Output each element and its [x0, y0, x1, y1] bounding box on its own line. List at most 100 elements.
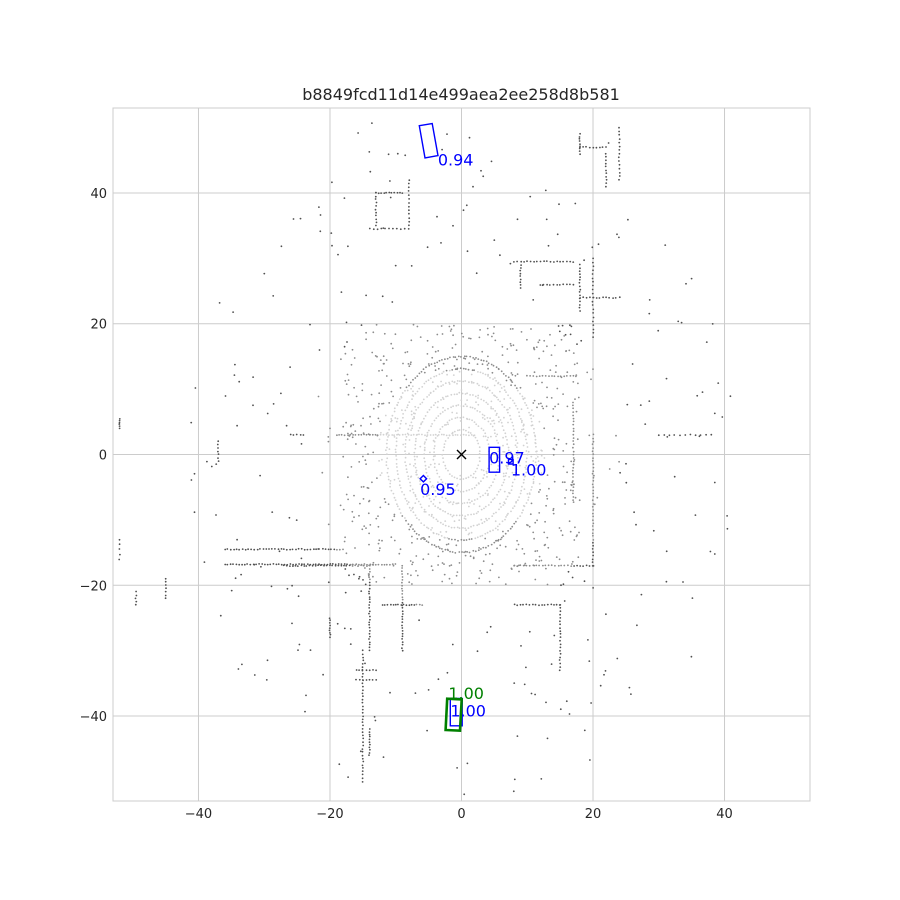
lidar-point: [466, 551, 469, 553]
lidar-point: [533, 399, 536, 402]
lidar-point: [680, 321, 683, 324]
lidar-point: [401, 590, 404, 592]
lidar-point: [522, 397, 525, 400]
lidar-point: [241, 548, 244, 550]
lidar-point: [502, 504, 505, 506]
lidar-point: [507, 449, 510, 452]
lidar-point: [275, 563, 278, 566]
lidar-point: [401, 581, 403, 584]
lidar-point: [448, 577, 451, 580]
lidar-point: [453, 520, 456, 523]
lidar-point: [414, 692, 417, 694]
lidar-point: [534, 438, 537, 441]
lidar-point: [495, 435, 497, 438]
lidar-point: [480, 508, 483, 511]
lidar-point: [503, 490, 506, 493]
lidar-point: [438, 463, 440, 466]
lidar-point: [300, 547, 303, 550]
lidar-point: [418, 619, 420, 622]
lidar-point: [592, 296, 594, 299]
lidar-point: [314, 564, 317, 567]
lidar-point: [462, 478, 465, 480]
lidar-point: [423, 382, 426, 385]
lidar-point: [412, 378, 414, 381]
lidar-point: [536, 406, 538, 409]
lidar-point: [502, 535, 505, 537]
lidar-point: [454, 343, 457, 346]
detection-boxes: [418, 122, 514, 733]
lidar-point: [388, 434, 390, 436]
lidar-point: [401, 641, 404, 643]
lidar-point: [395, 455, 397, 457]
lidar-point: [441, 148, 443, 151]
lidar-point: [538, 491, 540, 493]
lidar-point: [592, 551, 594, 554]
lidar-point: [457, 355, 460, 358]
lidar-point: [472, 394, 474, 396]
lidar-point: [546, 386, 548, 389]
lidar-point: [455, 412, 458, 414]
lidar-point: [448, 369, 451, 372]
lidar-point: [492, 332, 495, 335]
lidar-point: [572, 352, 575, 354]
lidar-point: [530, 502, 533, 505]
lidar-point: [463, 502, 466, 504]
lidar-point: [497, 416, 500, 419]
lidar-point: [365, 433, 368, 436]
lidar-point: [455, 544, 458, 547]
lidar-point: [404, 453, 407, 456]
lidar-point: [519, 275, 522, 277]
lidar-point: [361, 682, 364, 685]
lidar-point: [327, 581, 330, 584]
lidar-point: [368, 733, 371, 736]
lidar-point: [404, 461, 406, 463]
lidar-point: [605, 613, 607, 616]
lidar-point: [492, 378, 494, 380]
lidar-point: [362, 564, 365, 567]
lidar-point: [455, 574, 458, 577]
lidar-point: [355, 395, 358, 398]
lidar-point: [472, 472, 475, 475]
lidar-point: [447, 512, 449, 515]
lidar-point: [500, 506, 502, 508]
lidar-point: [673, 434, 676, 436]
lidar-point: [420, 506, 423, 509]
lidar-point: [494, 339, 497, 342]
lidar-point: [411, 385, 414, 388]
lidar-point: [574, 496, 577, 499]
lidar-point: [534, 550, 537, 553]
lidar-point: [519, 278, 522, 281]
lidar-point: [391, 519, 394, 522]
lidar-point: [416, 433, 418, 436]
lidar-point: [419, 503, 422, 506]
lidar-point: [291, 622, 293, 625]
lidar-point: [450, 538, 453, 541]
lidar-point: [412, 390, 414, 393]
lidar-point: [368, 735, 371, 738]
lidar-point: [432, 434, 435, 436]
lidar-point: [477, 442, 480, 445]
lidar-point: [440, 433, 443, 436]
lidar-point: [542, 350, 545, 353]
lidar-point: [411, 398, 413, 400]
lidar-point: [515, 435, 517, 438]
lidar-point: [374, 355, 377, 357]
lidar-point: [414, 440, 417, 443]
lidar-point: [492, 481, 494, 483]
lidar-point: [319, 214, 322, 216]
lidar-point: [592, 495, 595, 498]
lidar-point: [413, 530, 416, 533]
lidar-point: [566, 283, 568, 286]
lidar-point: [407, 478, 410, 480]
lidar-point: [377, 563, 380, 566]
lidar-point: [282, 564, 285, 567]
lidar-point: [407, 475, 410, 478]
lidar-point: [572, 489, 574, 492]
lidar-point: [437, 367, 440, 370]
lidar-point: [233, 548, 236, 551]
lidar-point: [426, 396, 428, 398]
lidar-point: [538, 512, 541, 514]
lidar-point: [383, 192, 386, 195]
lidar-point: [378, 438, 381, 441]
